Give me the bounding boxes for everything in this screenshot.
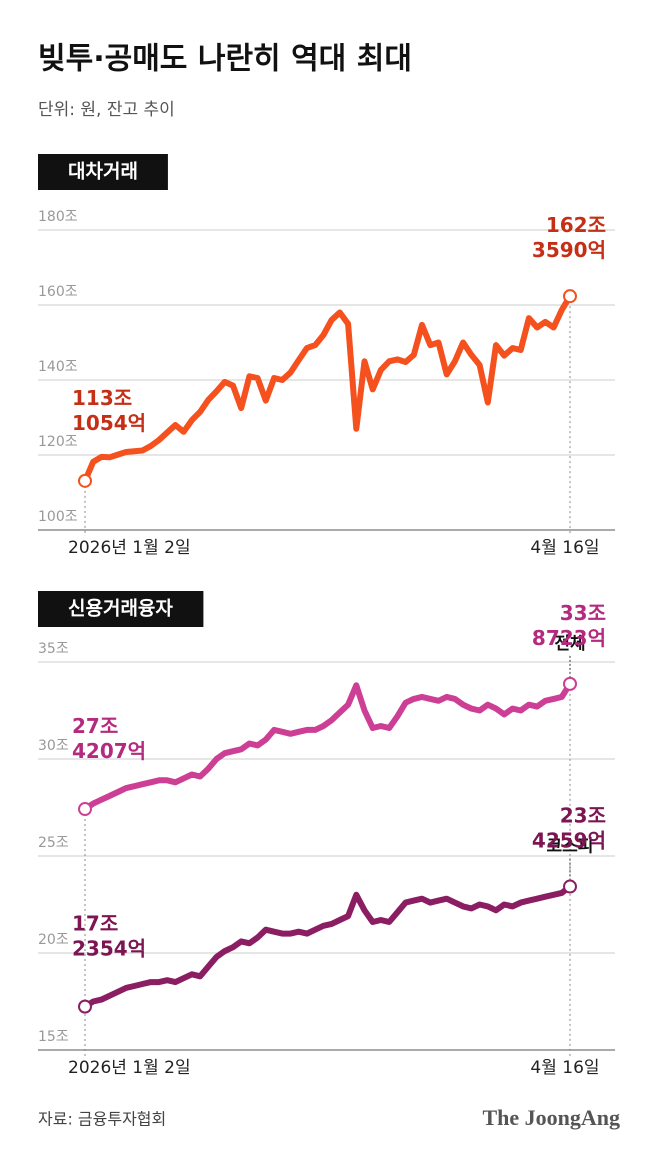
- y-tick-label: 35조: [38, 641, 69, 657]
- section-title: 대차거래: [68, 161, 138, 183]
- logo: The JoongAng: [482, 1105, 620, 1130]
- y-tick-label: 140조: [38, 359, 78, 375]
- section-title-box: [38, 591, 204, 627]
- x-tick-label: 2026년 1월 2일: [68, 538, 191, 558]
- end-point: [78, 473, 92, 488]
- value-label: 113조 1054억: [72, 385, 146, 434]
- series-label: 코스피: [547, 837, 594, 857]
- end-point: [78, 999, 92, 1014]
- x-tick-label: 4월 16일: [530, 1058, 599, 1078]
- end-point: [563, 676, 577, 691]
- line: [82, 680, 573, 812]
- y-tick-label: 30조: [38, 738, 69, 754]
- value-label: 162조 3590억: [532, 213, 606, 262]
- value-label: 23조 4259억: [532, 803, 606, 852]
- line: [82, 883, 573, 1010]
- value-label: 33조 8723억: [532, 600, 606, 649]
- page-title: 빚투·공매도 나란히 역대 최대: [38, 42, 412, 77]
- end-point: [563, 879, 577, 894]
- y-tick-label: 25조: [38, 835, 69, 851]
- page-subtitle: 단위: 원, 잔고 추이: [38, 100, 175, 120]
- x-tick-label: 2026년 1월 2일: [68, 1058, 191, 1078]
- y-tick-label: 15조: [38, 1029, 69, 1045]
- y-tick-label: 180조: [38, 209, 78, 225]
- y-tick-label: 20조: [38, 932, 69, 948]
- series-label: 전체: [554, 634, 585, 654]
- section-title: 신용거래융자: [68, 598, 173, 620]
- value-label: 27조 4207억: [72, 714, 146, 763]
- end-point: [563, 289, 577, 304]
- end-point: [78, 802, 92, 817]
- line: [82, 293, 573, 484]
- value-label: 17조 2354억: [72, 911, 146, 960]
- y-tick-label: 160조: [38, 284, 78, 300]
- y-tick-label: 120조: [38, 434, 78, 450]
- x-tick-label: 4월 16일: [530, 538, 599, 558]
- section-title-box: [38, 154, 168, 190]
- source: 자료: 금융투자협회: [38, 1110, 166, 1129]
- y-tick-label: 100조: [38, 509, 78, 525]
